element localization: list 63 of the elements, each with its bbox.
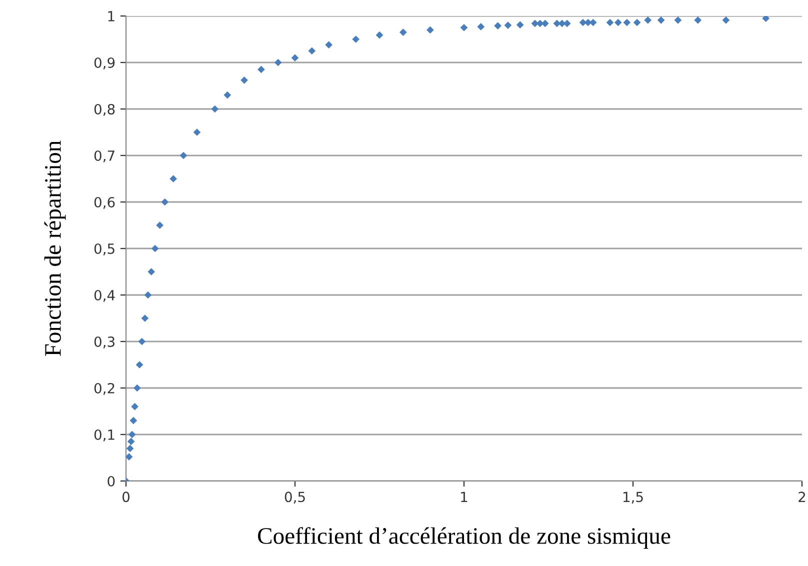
point (376, 31, 384, 39)
point (460, 24, 468, 32)
point (258, 66, 265, 74)
y-tick-label: 0,5 (94, 243, 114, 256)
point (161, 198, 169, 206)
point (516, 21, 524, 29)
point (762, 16, 770, 22)
point (291, 54, 299, 62)
point (477, 23, 485, 30)
point (126, 453, 133, 460)
point (131, 402, 138, 410)
point (130, 416, 138, 424)
point (156, 222, 164, 229)
point (141, 314, 149, 322)
point (144, 291, 152, 299)
x-tick-label: 0,5 (284, 492, 305, 504)
y-tick-label: 0,8 (94, 104, 115, 116)
point (127, 438, 135, 446)
point (193, 128, 201, 136)
point (504, 22, 512, 29)
y-tick-label: 1 (108, 11, 114, 22)
y-tick-label: 0 (108, 476, 115, 486)
point (722, 16, 730, 24)
point (674, 16, 682, 24)
y-tick-label: 0,1 (94, 429, 114, 442)
point (128, 430, 136, 438)
point (352, 36, 360, 43)
y-tick-label: 0,6 (94, 196, 115, 209)
point (133, 384, 141, 392)
point (606, 18, 614, 26)
point (657, 16, 665, 24)
y-tick-label: 0,4 (94, 290, 115, 302)
point (240, 76, 248, 84)
y-tick-label: 0,3 (94, 336, 114, 348)
point (694, 16, 702, 24)
point (151, 244, 159, 252)
point (494, 22, 502, 30)
point (308, 47, 316, 55)
point (211, 105, 219, 113)
point (644, 16, 652, 24)
y-axis-title: Fonction de répartition (44, 140, 66, 356)
y-tick-label: 0,2 (94, 382, 114, 395)
point (623, 18, 631, 26)
point (148, 268, 156, 276)
point (274, 58, 282, 66)
point (180, 152, 188, 160)
x-tick-label: 0 (122, 492, 130, 502)
point (614, 18, 622, 26)
y-tick-label: 0,9 (94, 57, 115, 70)
point (224, 91, 232, 99)
point (633, 18, 641, 26)
x-tick-label: 2 (798, 492, 806, 502)
point (170, 175, 177, 182)
y-tick-label: 0,7 (94, 150, 114, 162)
point (138, 338, 146, 346)
x-tick-label: 1 (461, 492, 468, 502)
point (426, 26, 434, 34)
point (126, 444, 134, 452)
point (325, 41, 332, 49)
point (399, 28, 407, 36)
x-axis-title: Coefficient d’accélération de zone sismique (258, 527, 670, 549)
point (136, 361, 144, 368)
x-tick-label: 1,5 (623, 492, 643, 504)
